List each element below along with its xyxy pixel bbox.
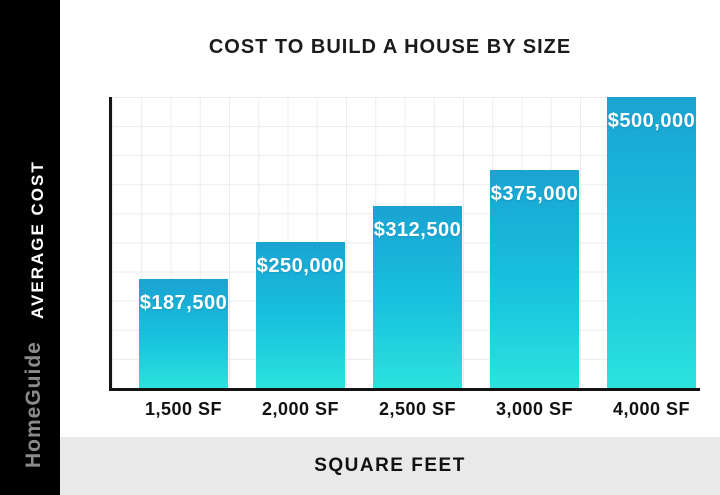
x-axis-title-band: SQUARE FEET (60, 437, 720, 495)
x-axis-line (109, 388, 700, 391)
bar-4-000-sf: $500,000 (607, 97, 696, 388)
plot-area: $187,500 $250,000 $312,500 $375,000 $500,000… (109, 97, 700, 419)
y-axis-title: AVERAGE COST (28, 160, 47, 319)
x-tick-label: 2,000 SF (261, 399, 340, 419)
bar-1-500-sf: $187,500 (139, 279, 228, 388)
bar-value-label: $312,500 (373, 219, 462, 241)
brand-logo-text: HomeGuide (22, 341, 45, 468)
x-tick-label: 4,000 SF (612, 399, 691, 419)
x-tick-label: 3,000 SF (495, 399, 574, 419)
bar-value-label: $500,000 (607, 110, 696, 132)
x-tick-label: 2,500 SF (378, 399, 457, 419)
bar-2-500-sf: $312,500 (373, 206, 462, 388)
bar-value-label: $250,000 (256, 255, 345, 277)
x-axis-title: SQUARE FEET (314, 455, 466, 476)
chart-title: COST TO BUILD A HOUSE BY SIZE (208, 36, 572, 58)
bar-2-000-sf: $250,000 (256, 242, 345, 388)
sidebar: AVERAGE COST HomeGuide (0, 0, 60, 495)
y-axis-line (109, 97, 112, 391)
bar-value-label: $375,000 (490, 183, 579, 205)
bar-3-000-sf: $375,000 (490, 170, 579, 388)
x-tick-label: 1,500 SF (144, 399, 223, 419)
bar-value-label: $187,500 (139, 292, 228, 314)
